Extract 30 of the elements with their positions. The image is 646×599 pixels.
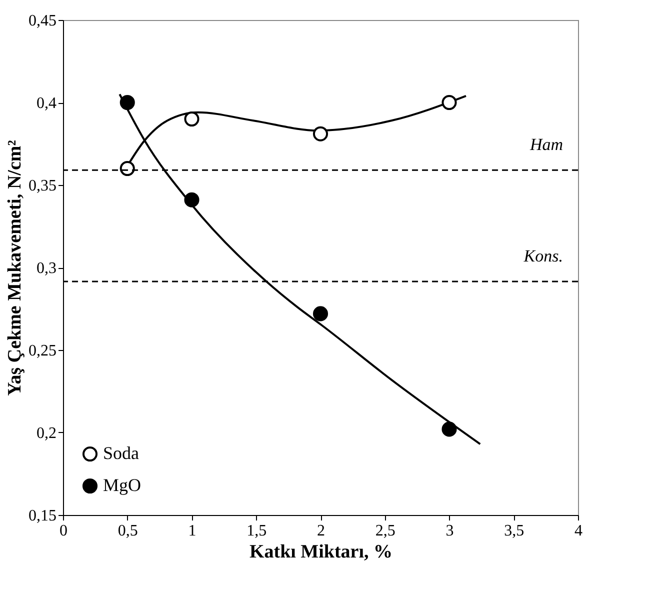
x-tick-label: 1 <box>188 522 196 540</box>
x-tick-label: 4 <box>574 522 582 540</box>
point <box>120 94 135 110</box>
y-tick-label: 0,35 <box>28 178 56 194</box>
point <box>312 306 328 322</box>
x-tick-label: 1,5 <box>246 522 267 540</box>
legend-label: Soda <box>103 443 140 463</box>
x-tick-label: 2 <box>317 522 325 540</box>
x-tick-label: 3 <box>446 522 454 540</box>
legend-label: MgO <box>103 475 142 495</box>
ref-line-label: Kons. <box>522 246 563 266</box>
y-tick-label: 0,45 <box>28 12 56 30</box>
x-tick-label: 3,5 <box>504 522 524 540</box>
y-tick-label: 0,4 <box>36 95 56 112</box>
point <box>442 94 457 110</box>
y-tick-label: 0,25 <box>28 342 56 360</box>
point <box>184 111 200 127</box>
x-axis-title: Katkı Miktarı, % <box>249 542 393 562</box>
x-tick-label: 0 <box>60 522 68 540</box>
y-tick-label: 0,2 <box>36 425 56 442</box>
y-tick-label: 0,3 <box>36 260 56 277</box>
x-tick-label: 0,5 <box>118 522 138 540</box>
point <box>120 160 135 176</box>
y-axis-title: Yaş Çekme Mukavemeti, N/cm² <box>4 140 26 396</box>
point <box>184 192 200 208</box>
ref-line-label: Ham <box>528 135 563 154</box>
point <box>442 422 457 437</box>
point <box>312 126 328 142</box>
x-tick-label: 2,5 <box>375 522 396 540</box>
y-tick-label: 0,15 <box>28 508 56 524</box>
